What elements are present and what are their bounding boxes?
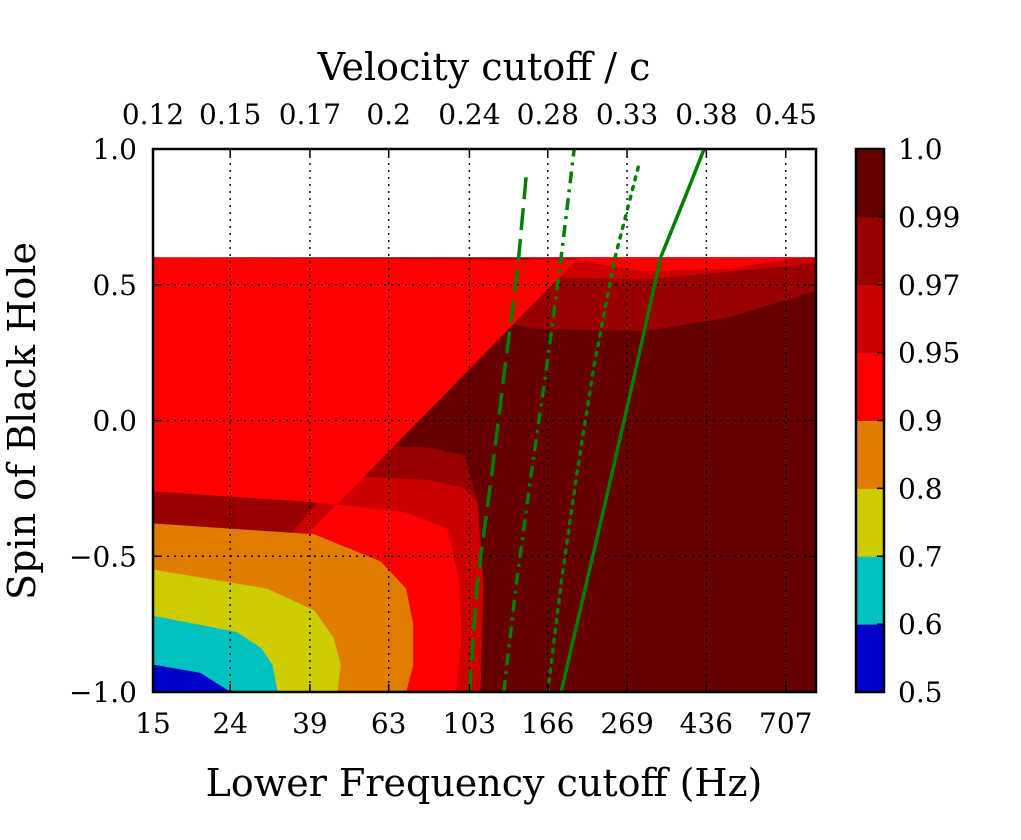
top-tick-label: 0.45: [755, 98, 817, 131]
x-axis-title: Lower Frequency cutoff (Hz): [206, 761, 763, 805]
bottom-tick-label: 24: [212, 707, 248, 740]
top-tick-label: 0.33: [596, 98, 658, 131]
y-tick-label: 0.5: [92, 269, 137, 302]
bottom-tick-label: 269: [600, 707, 653, 740]
colorbar-segment-0: [856, 624, 884, 693]
y-tick-label: −0.5: [69, 540, 137, 573]
velocity-line-dashed: [467, 170, 529, 692]
colorbar-label: 0.95: [898, 337, 960, 370]
bottom-tick-label: 39: [292, 707, 328, 740]
colorbar: 0.5 0.6 0.7 0.8 0.9 0.95 0.97 0.99 1.0: [854, 133, 960, 709]
y-tick-label: 0.0: [92, 405, 137, 438]
top-axis-title: Velocity cutoff / c: [317, 45, 651, 89]
colorbar-label: 0.99: [898, 201, 960, 234]
contour-bands: [153, 257, 816, 692]
top-tick-label: 0.38: [675, 98, 737, 131]
colorbar-segment-2: [856, 488, 884, 557]
colorbar-segment-6: [856, 216, 884, 286]
colorbar-segment-3: [856, 420, 884, 489]
velocity-cutoff-lines: [467, 149, 706, 692]
colorbar-segment-1: [856, 556, 884, 625]
top-tick-label: 0.24: [438, 98, 500, 131]
colorbar-label: 0.97: [898, 269, 960, 302]
colorbar-segment-4: [856, 352, 884, 421]
top-tick-label: 0.12: [122, 98, 184, 131]
y-tick-label: 1.0: [92, 133, 137, 166]
colorbar-label: 0.8: [898, 472, 943, 505]
bottom-tick-label: 436: [680, 707, 733, 740]
colorbar-segment-5: [856, 284, 884, 354]
bottom-tick-label: 15: [135, 707, 171, 740]
colorbar-label: 1.0: [898, 133, 943, 166]
velocity-line-solid: [559, 149, 706, 692]
colorbar-label: 0.5: [898, 676, 943, 709]
velocity-line-dotted: [546, 160, 642, 692]
bottom-tick-label: 63: [371, 707, 407, 740]
top-tick-label: 0.2: [366, 98, 411, 131]
velocity-line-dash-dot: [502, 149, 576, 692]
colorbar-label: 0.6: [898, 608, 943, 641]
bottom-tick-label: 166: [521, 707, 574, 740]
top-tick-label: 0.28: [517, 98, 579, 131]
colorbar-label: 0.9: [898, 405, 943, 438]
bottom-tick-label: 707: [759, 707, 812, 740]
y-tick-label: −1.0: [69, 676, 137, 709]
bottom-tick-label: 103: [443, 707, 496, 740]
contour-band-7: [153, 664, 231, 692]
colorbar-label: 0.7: [898, 540, 943, 573]
top-tick-label: 0.17: [279, 98, 341, 131]
top-tick-label: 0.15: [199, 98, 261, 131]
colorbar-segment-7: [856, 149, 884, 218]
axis-ticks: 15 0.12 24 0.15 39 0.17 63 0.2 103 0.24 166 0.28 269…: [69, 98, 817, 740]
y-axis-title: Spin of Black Hole: [0, 242, 44, 600]
